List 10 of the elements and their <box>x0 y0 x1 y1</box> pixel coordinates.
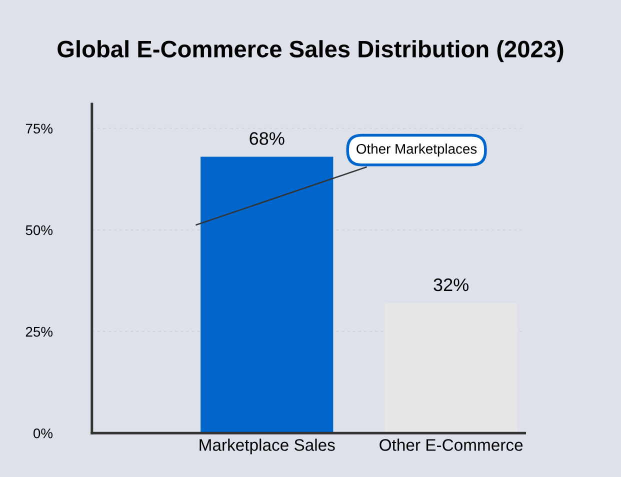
y-tick-label: 0% <box>33 428 53 438</box>
y-tick-label: 50% <box>26 225 53 236</box>
chart-title: Global E-Commerce Sales Distribution (2023) <box>58 40 564 62</box>
data-label: 32% <box>434 278 468 292</box>
y-tick-label: 25% <box>26 326 53 337</box>
x-tick-label: Marketplace Sales <box>200 438 335 454</box>
x-tick-label: Other E-Commerce <box>380 438 523 451</box>
annotation: Other Marketplaces <box>356 144 477 157</box>
data-label: 68% <box>250 132 284 145</box>
y-tick-label: 75% <box>26 124 53 134</box>
